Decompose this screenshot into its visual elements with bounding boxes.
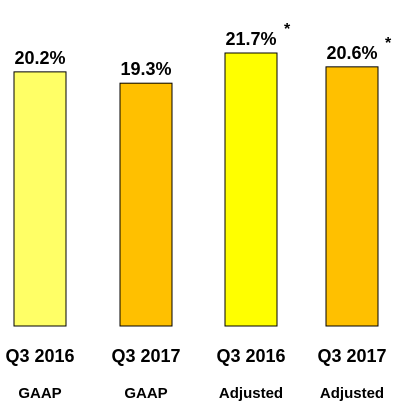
category-sublabel-2: GAAP [124, 385, 167, 402]
annotation-asterisk-4: * [385, 35, 392, 52]
category-label-1: Q3 2016 [5, 346, 74, 366]
bar-1 [13, 71, 67, 327]
category-label-3: Q3 2016 [216, 346, 285, 366]
bar-2 [119, 82, 173, 327]
annotation-asterisk-3: * [284, 21, 291, 38]
bar-3 [224, 52, 278, 327]
category-sublabel-4: Adjusted [320, 385, 384, 402]
category-label-4: Q3 2017 [317, 346, 386, 366]
category-label-2: Q3 2017 [111, 346, 180, 366]
category-sublabel-1: GAAP [18, 385, 61, 402]
data-label-3: 21.7% [225, 29, 276, 49]
bar-4 [325, 66, 379, 327]
category-sublabel-3: Adjusted [219, 385, 283, 402]
data-label-4: 20.6% [326, 43, 377, 63]
data-label-1: 20.2% [14, 48, 65, 68]
data-label-2: 19.3% [120, 59, 171, 79]
